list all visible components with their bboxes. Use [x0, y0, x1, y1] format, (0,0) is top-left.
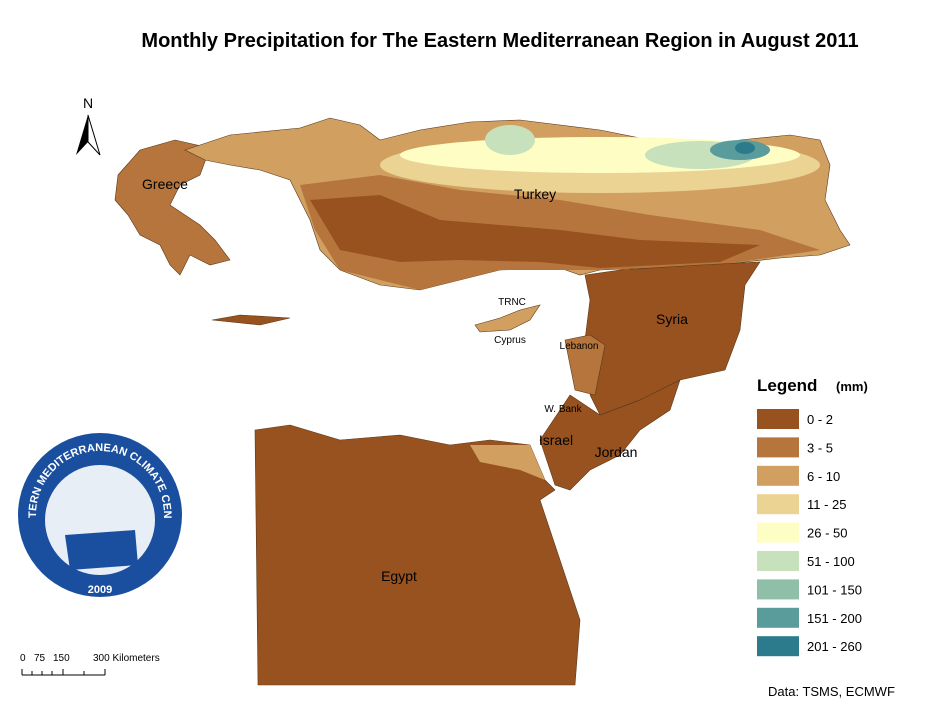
title: Monthly Precipitation for The Eastern Me… — [141, 30, 858, 52]
legend-swatch — [757, 409, 799, 429]
legend-label: 151 - 200 — [807, 611, 862, 626]
logo: EASTERN MEDITERRANEAN CLIMATE CENTRE 200… — [0, 0, 182, 597]
legend-swatch — [757, 607, 799, 628]
scale-label: 75 — [34, 653, 46, 664]
legend-label: 6 - 10 — [807, 469, 840, 484]
region-label: Syria — [656, 311, 688, 327]
legend-label: 51 - 100 — [807, 554, 855, 569]
region-label: Israel — [539, 432, 573, 448]
map-labels: Greece Turkey TRNC Cyprus Lebanon Syria … — [142, 176, 688, 584]
legend-swatch — [757, 522, 799, 543]
logo-year: 2009 — [88, 584, 112, 596]
north-label: N — [83, 95, 93, 111]
region-label: W. Bank — [544, 404, 582, 415]
region-label: Lebanon — [560, 341, 599, 352]
legend-label: 101 - 150 — [807, 582, 862, 597]
legend: Legend (mm) 0 - 2 3 - 5 6 - 10 11 - 25 26 - … — [757, 376, 868, 657]
data-source: Data: TSMS, ECMWF — [768, 684, 895, 699]
legend-unit: (mm) — [836, 379, 868, 394]
scale-bar: 0 75 150 300 Kilometers — [20, 653, 160, 676]
legend-label: 0 - 2 — [807, 412, 833, 427]
map — [114, 117, 851, 686]
legend-label: 11 - 25 — [807, 497, 847, 512]
legend-title: Legend — [757, 376, 817, 395]
legend-swatch — [757, 551, 799, 571]
legend-swatch — [757, 494, 799, 515]
legend-swatch — [757, 579, 799, 600]
region-label: Greece — [142, 176, 188, 192]
legend-swatch — [757, 437, 799, 458]
region-label: Cyprus — [494, 335, 526, 346]
scale-label: 0 — [20, 653, 26, 664]
legend-label: 201 - 260 — [807, 639, 862, 654]
legend-label: 26 - 50 — [807, 526, 847, 541]
north-arrow: N — [76, 95, 101, 156]
scale-label: 300 Kilometers — [93, 653, 160, 664]
region-label: Egypt — [381, 568, 417, 584]
legend-swatch — [757, 636, 799, 657]
region-label: TRNC — [498, 297, 526, 308]
region-label: Turkey — [514, 186, 556, 202]
scale-label: 150 — [53, 653, 70, 664]
legend-label: 3 - 5 — [807, 440, 833, 455]
region-label: Jordan — [595, 444, 638, 460]
legend-swatch — [757, 465, 799, 486]
